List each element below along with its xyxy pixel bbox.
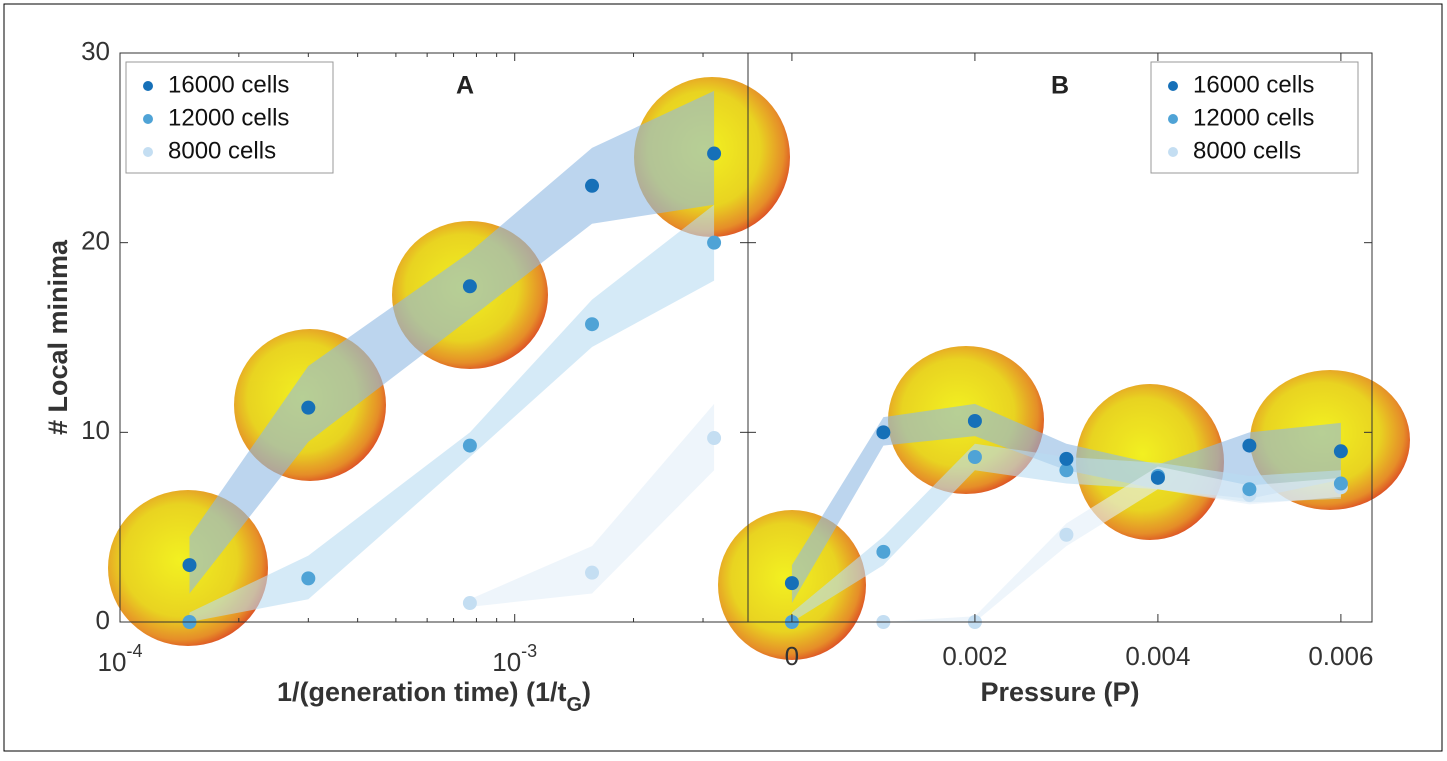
data-point (967, 413, 982, 428)
y-tick-label: 20 (81, 226, 110, 256)
panel-label: A (456, 72, 474, 100)
error-band (189, 90, 715, 594)
panel-label: B (1051, 72, 1069, 100)
legend-label: 12000 cells (168, 104, 289, 131)
legend-label: 16000 cells (1193, 71, 1314, 98)
data-point (1150, 470, 1165, 485)
data-point (707, 146, 722, 161)
data-point (585, 317, 600, 332)
x-tick-exponent: -3 (521, 641, 537, 661)
x-axis-label-text: 1/(generation time) (1/t (277, 677, 567, 707)
data-point (585, 178, 600, 193)
legend-marker (143, 147, 153, 157)
error-band (189, 204, 715, 622)
data-point (1333, 476, 1348, 491)
error-band (791, 466, 1341, 622)
legend-marker (1168, 81, 1178, 91)
y-axis-label: # Local minima (43, 239, 73, 435)
legend-marker (143, 81, 153, 91)
x-tick-label: 10-4 (98, 641, 143, 677)
data-point (1059, 451, 1074, 466)
x-tick-label: 0 (785, 641, 799, 671)
figure-border (3, 3, 1443, 752)
data-point (462, 596, 477, 611)
axes-frame (747, 52, 1373, 623)
x-tick-exponent: -4 (126, 641, 142, 661)
x-tick-base: 10 (98, 647, 127, 677)
data-point (707, 431, 722, 446)
data-point (301, 571, 316, 586)
y-tick-label: 10 (81, 415, 110, 445)
legend-label: 16000 cells (168, 71, 289, 98)
x-axis-label-subscript: G (566, 694, 582, 716)
legend-label: 8000 cells (1193, 137, 1301, 164)
x-tick-label: 10-3 (492, 641, 537, 677)
error-band (791, 403, 1341, 604)
x-tick-label: 0.004 (1125, 641, 1190, 671)
data-point (876, 544, 891, 559)
data-point (1242, 438, 1257, 453)
data-point (784, 576, 799, 591)
x-tick-base: 10 (492, 647, 521, 677)
data-point (462, 279, 477, 294)
y-tick-label: 30 (81, 36, 110, 66)
data-point (1242, 482, 1257, 497)
x-tick-label: 0.002 (942, 641, 1007, 671)
x-axis-label: Pressure (P) (980, 677, 1139, 707)
data-point (707, 235, 722, 250)
legend-label: 8000 cells (168, 137, 276, 164)
data-point (876, 425, 891, 440)
legend-marker (1168, 147, 1178, 157)
data-point (1059, 527, 1074, 542)
data-point (182, 558, 197, 573)
y-tick-label: 0 (96, 605, 110, 635)
x-axis-label-suffix: ) (582, 677, 591, 707)
x-tick-label: 0.006 (1308, 641, 1373, 671)
data-point (585, 565, 600, 580)
legend-marker (143, 114, 153, 124)
legend-box (125, 61, 334, 174)
data-point (301, 400, 316, 415)
data-point (967, 449, 982, 464)
legend-box (1150, 61, 1359, 174)
data-point (1059, 463, 1074, 478)
data-point (462, 438, 477, 453)
data-point (1333, 444, 1348, 459)
legend-marker (1168, 114, 1178, 124)
x-axis-label: 1/(generation time) (1/tG) (277, 677, 591, 716)
x-axis-label-text: Pressure (P) (980, 677, 1139, 707)
legend-label: 12000 cells (1193, 104, 1314, 131)
